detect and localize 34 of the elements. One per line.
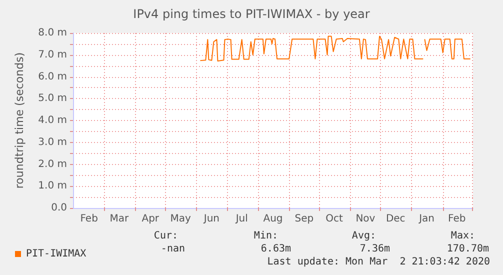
y-axis-title: roundtrip time (seconds) [13,52,26,189]
text: -nan [160,244,186,254]
y-tick-label: 4.0 m [38,115,67,126]
x-tick-label: Feb [448,214,466,224]
x-tick-label: Aug [263,214,283,224]
text: Avg: [352,230,376,242]
text: Last update: Mon Mar 2 21:03:42 2020 [267,256,490,268]
x-tick-label: Nov [356,214,376,224]
x-tick-label: Jun [202,214,220,224]
x-tick-label: Jan [418,214,434,224]
legend-label: PIT-IWIMAX [26,248,86,260]
y-tick-label: 7.0 m [38,49,67,60]
x-tick-label: Apr [142,214,160,224]
y-tick-label: 2.0 m [38,158,67,170]
text: Min: [254,230,278,242]
text: 7.36m [360,244,390,254]
chart-title: IPv4 ping times to PIT-IWIMAX - by year [133,7,370,21]
x-tick-label: Feb [80,214,98,224]
x-tick-label: May [170,214,191,224]
x-tick-label: Sep [294,214,314,224]
y-tick-label: 3.0 m [38,136,67,148]
text: 170.70m [446,244,490,254]
text: 6.63m [260,244,292,254]
y-tick-label: 0.0 [51,202,67,214]
x-tick-label: Mar [110,214,130,224]
x-tick-label: Dec [386,214,406,224]
text: Max: [450,230,476,242]
x-tick-label: Jul [234,214,248,224]
y-tick-label: 1.0 m [38,180,67,192]
y-tick-label: 8.0 m [38,28,67,38]
x-tick-label: Oct [326,214,344,224]
y-tick-label: 6.0 m [38,71,67,82]
y-tick-label: 5.0 m [38,93,67,104]
text: Cur: [154,230,178,242]
